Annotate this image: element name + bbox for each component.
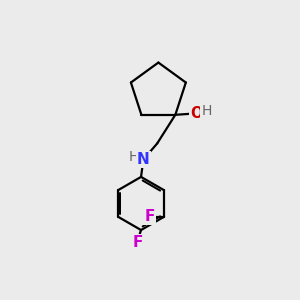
Text: F: F [133,235,143,250]
Text: F: F [145,209,155,224]
Text: H: H [128,150,139,164]
Text: O: O [190,106,203,121]
Text: H: H [201,104,212,118]
Text: N: N [137,152,150,167]
